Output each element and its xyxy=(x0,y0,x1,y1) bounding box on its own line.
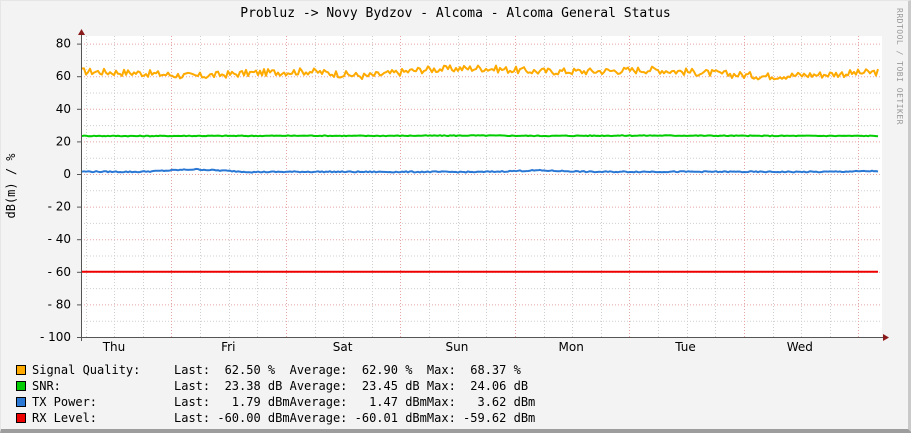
legend-max-value: 68.37 % xyxy=(455,363,521,377)
x-tick-label: Thu xyxy=(102,340,126,354)
legend-avg-value: 23.45 dB xyxy=(347,379,427,393)
legend-avg-label: Average: xyxy=(289,395,348,409)
legend-last-label: Last: xyxy=(174,363,211,377)
legend-last-label: Last: xyxy=(174,395,211,409)
legend-avg-label: Average: xyxy=(289,411,348,425)
legend-max-label: Max: xyxy=(426,411,456,425)
y-axis-ticks: 80 60 40 20 0 - 20 - 40 - 60 - 80 - 100 xyxy=(40,37,81,344)
legend-name: RX Level: xyxy=(32,411,98,425)
y-tick-label: 80 xyxy=(56,37,71,51)
y-axis-arrow-icon xyxy=(78,29,85,35)
signal-quality-swatch-icon xyxy=(16,365,26,375)
y-tick-label: - 100 xyxy=(40,330,71,344)
legend-name: TX Power: xyxy=(32,395,98,409)
grid-lines xyxy=(81,36,882,338)
rrdtool-watermark: RRDTOOL / TOBI OETIKER xyxy=(895,8,904,125)
tx-power-line xyxy=(81,167,879,174)
legend-row-signal-quality: Signal Quality: Last: 62.50 % Average: 6… xyxy=(16,362,535,378)
y-tick-label: 60 xyxy=(56,69,71,83)
x-tick-label: Mon xyxy=(559,340,584,354)
signal-quality-line xyxy=(81,64,879,81)
legend-avg-value: 62.90 % xyxy=(347,363,427,377)
x-tick-label: Sat xyxy=(333,340,353,354)
chart-title: Probluz -> Novy Bydzov - Alcoma - Alcoma… xyxy=(240,6,671,21)
legend-max-value: -59.62 dBm xyxy=(455,411,536,425)
legend-avg-value: 1.47 dBm xyxy=(347,395,427,409)
y-tick-label: 0 xyxy=(63,167,71,181)
legend-row-tx-power: TX Power: Last: 1.79 dBm Average: 1.47 d… xyxy=(16,394,535,410)
legend-last-value: 23.38 dB xyxy=(210,379,290,393)
y-tick-label: - 60 xyxy=(48,265,71,279)
x-tick-label: Wed xyxy=(787,340,813,354)
legend-max-value: 24.06 dB xyxy=(455,379,529,393)
snr-line xyxy=(81,134,879,138)
legend: Signal Quality: Last: 62.50 % Average: 6… xyxy=(16,362,535,426)
legend-last-value: 1.79 dBm xyxy=(210,395,290,409)
x-tick-label: Sun xyxy=(445,340,468,354)
legend-last-value: 62.50 % xyxy=(210,363,290,377)
legend-last-value: -60.00 dBm xyxy=(210,411,290,425)
rx-level-swatch-icon xyxy=(16,413,26,423)
plot-area xyxy=(81,36,882,337)
legend-name: Signal Quality: xyxy=(32,363,141,377)
legend-name: SNR: xyxy=(32,379,61,393)
snr-swatch-icon xyxy=(16,381,26,391)
x-tick-label: Fri xyxy=(221,340,235,354)
x-axis-arrow-icon xyxy=(883,334,889,341)
x-axis-ticks: Thu Fri Sat Sun Mon Tue Wed xyxy=(102,340,813,354)
legend-avg-value: -60.01 dBm xyxy=(347,411,427,425)
legend-max-label: Max: xyxy=(426,363,456,377)
legend-row-snr: SNR: Last: 23.38 dB Average: 23.45 dB Ma… xyxy=(16,378,535,394)
legend-avg-label: Average: xyxy=(289,379,348,393)
legend-last-label: Last: xyxy=(174,411,211,425)
legend-last-label: Last: xyxy=(174,379,211,393)
legend-max-label: Max: xyxy=(426,379,456,393)
data-series xyxy=(81,64,879,273)
x-tick-label: Tue xyxy=(674,340,696,354)
y-tick-label: - 20 xyxy=(48,200,71,214)
legend-max-label: Max: xyxy=(426,395,456,409)
y-tick-label: 20 xyxy=(56,134,71,148)
legend-avg-label: Average: xyxy=(289,363,348,377)
legend-row-rx-level: RX Level: Last: -60.00 dBm Average: -60.… xyxy=(16,410,535,426)
y-tick-label: - 40 xyxy=(48,232,71,246)
axes xyxy=(77,29,889,341)
y-tick-label: - 80 xyxy=(48,297,71,311)
y-tick-label: 40 xyxy=(56,102,71,116)
legend-max-value: 3.62 dBm xyxy=(455,395,536,409)
tx-power-swatch-icon xyxy=(16,397,26,407)
